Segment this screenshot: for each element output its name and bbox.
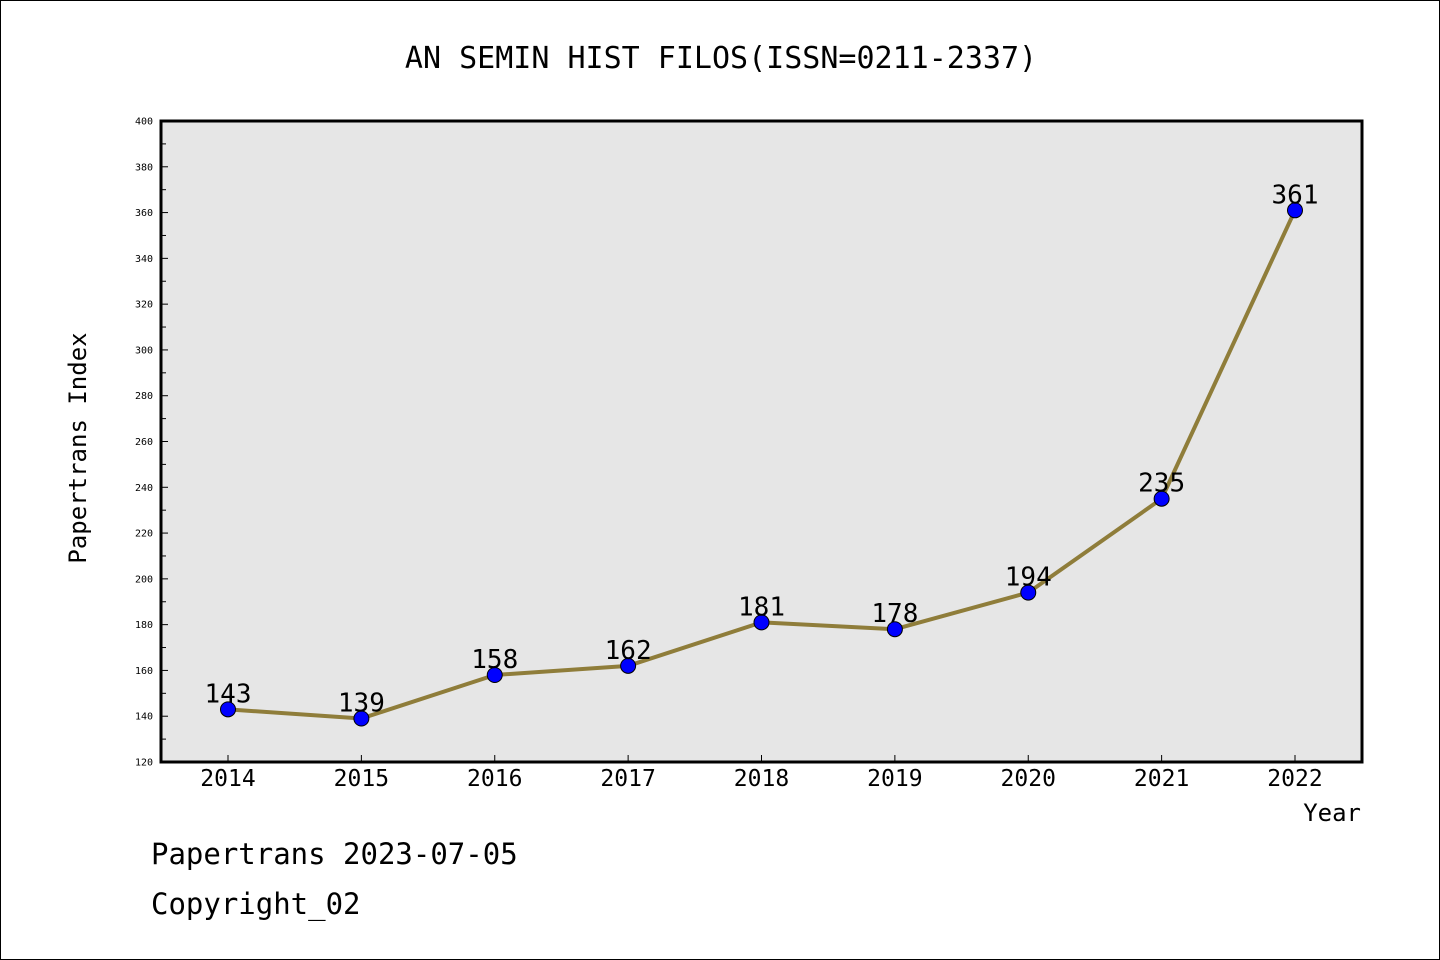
x-axis-ticks: 2014 2015 2016 2017 2018 2019 2020 2021 2022 [200, 755, 1323, 792]
data-label: 178 [871, 599, 918, 629]
y-tick-label: 380 [135, 162, 153, 173]
footer-date: Papertrans 2023-07-05 [151, 837, 518, 871]
data-label: 158 [471, 645, 518, 675]
y-tick-label: 240 [135, 483, 153, 494]
x-tick-label: 2016 [467, 766, 522, 792]
x-tick-label: 2021 [1134, 766, 1189, 792]
y-axis-label: Papertrans Index [64, 332, 92, 563]
y-tick-label: 220 [135, 529, 153, 540]
data-series: 143 139 158 162 181 178 194 235 361 [205, 180, 1319, 727]
data-point [353, 710, 370, 727]
x-tick-label: 2022 [1267, 766, 1322, 792]
data-label: 139 [338, 689, 385, 719]
data-label: 162 [605, 636, 652, 666]
plot-area [159, 119, 1364, 764]
data-point [620, 657, 637, 674]
data-point [753, 614, 770, 631]
data-label: 361 [1272, 180, 1319, 210]
y-tick-label: 360 [135, 208, 153, 219]
data-label: 143 [205, 679, 252, 709]
y-tick-label: 280 [135, 391, 153, 402]
data-label: 194 [1005, 563, 1052, 593]
data-label: 181 [738, 592, 785, 622]
x-tick-label: 2014 [200, 766, 255, 792]
data-point [1287, 202, 1303, 219]
y-tick-label: 180 [135, 620, 153, 631]
data-point [220, 701, 236, 718]
data-label: 235 [1138, 469, 1185, 499]
data-point [486, 667, 503, 684]
footer-copyright: Copyright_02 [151, 887, 361, 921]
data-point [886, 621, 903, 638]
x-tick-label: 2018 [734, 766, 789, 792]
y-tick-label: 340 [135, 254, 153, 265]
x-tick-label: 2019 [867, 766, 922, 792]
y-tick-label: 300 [135, 345, 153, 356]
y-tick-label: 400 [135, 117, 153, 128]
y-tick-label: 160 [135, 666, 153, 677]
y-tick-label: 320 [135, 300, 153, 311]
y-tick-label: 140 [135, 712, 153, 723]
x-tick-label: 2015 [334, 766, 389, 792]
x-axis-label: Year [1303, 799, 1361, 827]
x-tick-label: 2017 [600, 766, 655, 792]
x-tick-label: 2020 [1001, 766, 1056, 792]
data-point [1153, 490, 1170, 507]
chart-title: AN SEMIN HIST FILOS(ISSN=0211-2337) [405, 41, 1037, 76]
y-tick-label: 200 [135, 574, 153, 585]
data-point [1020, 584, 1037, 601]
y-tick-label: 260 [135, 437, 153, 448]
y-axis-ticks: 120 140 160 180 200 220 240 260 280 300 320 340 360 3… [135, 117, 168, 769]
y-tick-label: 120 [135, 758, 153, 769]
